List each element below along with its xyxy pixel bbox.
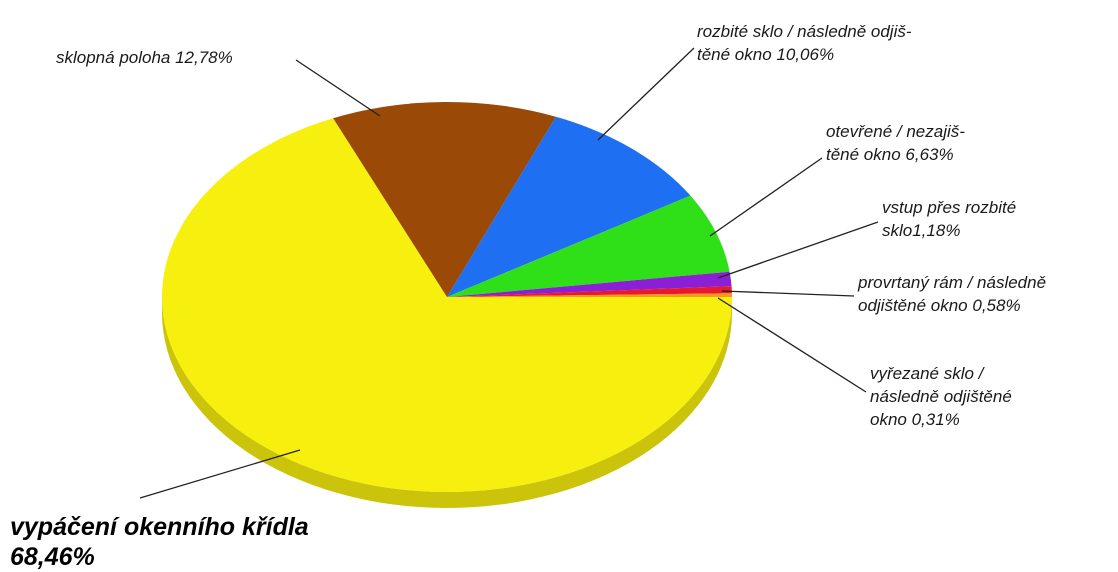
leader-line-1: [295, 59, 381, 117]
leader-line-4: [717, 221, 879, 279]
slice-label-line: těné okno 10,06%: [697, 45, 835, 64]
slice-label-line: odjištěné okno 0,58%: [858, 296, 1021, 315]
slice-label-1: sklopná poloha 12,78%: [56, 46, 233, 69]
slice-label-line: sklo1,18%: [882, 221, 961, 240]
pie-slice-0: [162, 118, 733, 493]
slice-label-3: otevřené / nezajiš-těné okno 6,63%: [826, 120, 965, 166]
leader-line-2: [597, 47, 695, 141]
pie-slice-2: [447, 116, 691, 298]
leader-line-3: [709, 157, 823, 237]
leader-line-5: [721, 290, 855, 297]
slice-label-line: otevřené / nezajiš-: [826, 122, 965, 141]
slice-label-2: rozbité sklo / následně odjiš-těné okno …: [697, 20, 912, 66]
pie-slice-5: [447, 286, 732, 297]
pie-slice-1: [333, 102, 556, 297]
leader-line-6: [717, 297, 867, 393]
pie-slice-4: [447, 271, 732, 297]
pie-slice-6: [447, 293, 732, 297]
slice-label-line: vypáčení okenního křídla: [10, 513, 309, 541]
slice-label-0: vypáčení okenního křídla 68,46%: [10, 512, 309, 572]
slice-label-line: okno 0,31%: [870, 410, 960, 429]
slice-label-line: vyřezané sklo /: [870, 364, 984, 383]
slice-label-line: vstup přes rozbité: [882, 198, 1017, 217]
slice-label-line: sklopná poloha 12,78%: [56, 48, 233, 67]
slice-label-line: 68,46%: [10, 543, 95, 571]
slice-label-line: těné okno 6,63%: [826, 145, 954, 164]
slice-label-line: rozbité sklo / následně odjiš-: [697, 22, 912, 41]
slice-label-5: provrtaný rám / následně odjištěné okno 0…: [858, 271, 1046, 317]
slice-label-6: vyřezané sklo / následně odjištěné okno 0,…: [870, 362, 1012, 431]
slice-label-line: provrtaný rám / následně: [858, 273, 1047, 292]
slice-label-4: vstup přes rozbité sklo1,18%: [882, 196, 1016, 242]
pie-slice-3: [447, 195, 730, 297]
leader-line-0: [139, 449, 301, 499]
slice-label-line: následně odjištěné: [870, 387, 1012, 406]
